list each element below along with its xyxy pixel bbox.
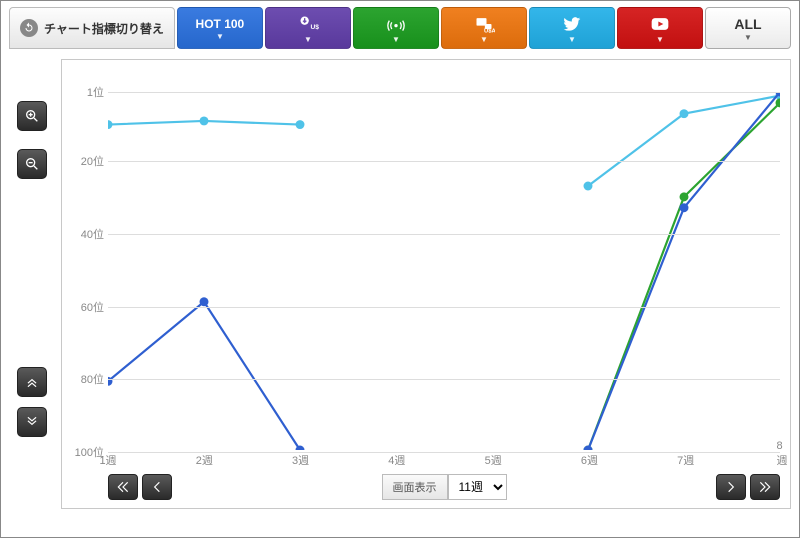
scroll-down-button[interactable]: [17, 407, 47, 437]
source-tab-twitter[interactable]: ▼: [529, 7, 615, 49]
x-tick-label: 5週: [485, 452, 502, 468]
source-tab-radio[interactable]: ▼: [353, 7, 439, 49]
svg-text:U$A: U$A: [310, 24, 319, 31]
source-tab-hot100[interactable]: HOT 100▼: [177, 7, 263, 49]
source-tab-youtube[interactable]: ▼: [617, 7, 703, 49]
nav-first-button[interactable]: [108, 474, 138, 500]
plot-area: [108, 92, 780, 450]
zoom-out-button[interactable]: [17, 149, 47, 179]
source-tab-lookup[interactable]: U$A▼: [441, 7, 527, 49]
chart-switcher[interactable]: チャート指標切り替え: [9, 7, 175, 49]
refresh-icon: [20, 19, 38, 37]
nav-next-button[interactable]: [716, 474, 746, 500]
week-select[interactable]: 11週: [448, 474, 507, 500]
x-tick-label: 3週: [292, 452, 309, 468]
bottom-bar: 画面表示 11週: [108, 472, 780, 502]
x-tick-label: 8週: [777, 440, 788, 468]
y-tick-label: 60位: [68, 299, 104, 315]
scroll-up-button[interactable]: [17, 367, 47, 397]
nav-prev-button[interactable]: [142, 474, 172, 500]
x-tick-label: 6週: [581, 452, 598, 468]
display-label: 画面表示: [382, 474, 448, 500]
y-tick-label: 1位: [68, 84, 104, 100]
source-tabs: HOT 100▼U$A▼▼U$A▼▼▼ALL▼: [177, 7, 791, 49]
source-tab-download[interactable]: U$A▼: [265, 7, 351, 49]
x-tick-label: 4週: [388, 452, 405, 468]
zoom-in-button[interactable]: [17, 101, 47, 131]
chart-svg: [108, 92, 780, 450]
y-tick-label: 80位: [68, 371, 104, 387]
app-frame: チャート指標切り替え HOT 100▼U$A▼▼U$A▼▼▼ALL▼: [0, 0, 800, 538]
svg-text:U$A: U$A: [484, 28, 495, 34]
x-tick-label: 7週: [677, 452, 694, 468]
source-tab-all[interactable]: ALL▼: [705, 7, 791, 49]
x-tick-label: 2週: [196, 452, 213, 468]
chart-frame: 画面表示 11週 1位20位40位60位80位100位1週2週3週4週5週6週7…: [61, 59, 791, 509]
y-tick-label: 20位: [68, 153, 104, 169]
chart-switcher-label: チャート指標切り替え: [44, 20, 164, 37]
x-tick-label: 1週: [99, 452, 116, 468]
toolbar: チャート指標切り替え HOT 100▼U$A▼▼U$A▼▼▼ALL▼: [1, 1, 799, 49]
y-tick-label: 40位: [68, 226, 104, 242]
nav-last-button[interactable]: [750, 474, 780, 500]
